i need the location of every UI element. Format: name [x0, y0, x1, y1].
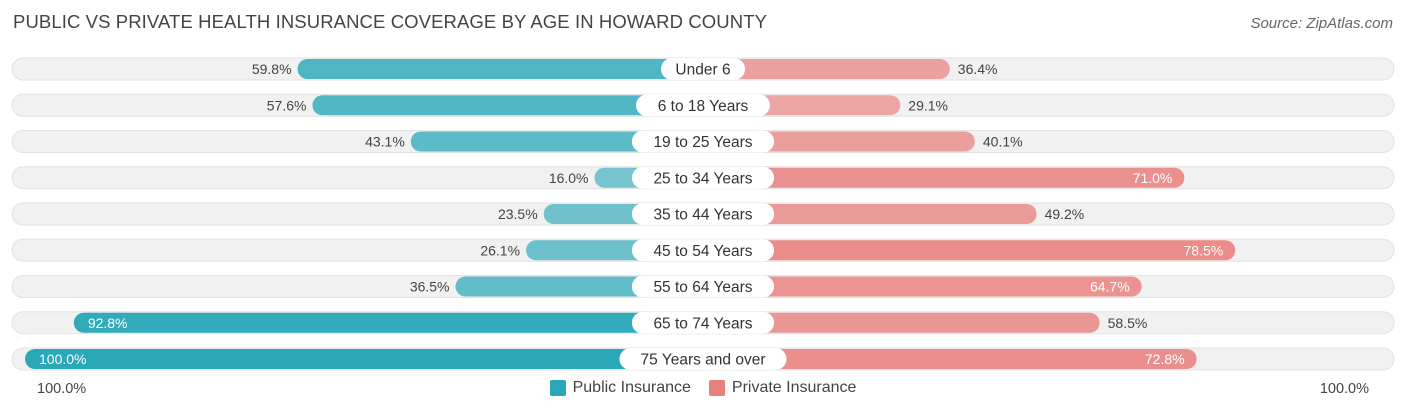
category-pill — [631, 239, 775, 262]
public-bar — [25, 349, 703, 369]
private-bar — [703, 276, 1142, 297]
public-bar — [73, 312, 704, 333]
private-value-label: 29.1% — [908, 97, 948, 113]
private-bar — [703, 167, 1185, 188]
public-value-label: 26.1% — [480, 242, 520, 258]
legend-swatch-public — [549, 380, 566, 396]
category-label: 19 to 25 Years — [653, 134, 752, 151]
legend-label-private: Private Insurance — [731, 379, 857, 396]
chart-area: 59.8% 36.4% Under 6 57.6% 29.1% 6 to 18 Years… — [11, 57, 1395, 371]
private-value-label: 71.0% — [1133, 170, 1173, 186]
source-label: Source: ZipAtlas.com — [1250, 15, 1393, 32]
public-value-label: 92.8% — [88, 315, 128, 331]
category-pill — [631, 311, 775, 334]
legend-label-public: Public Insurance — [572, 379, 691, 396]
chart-title: PUBLIC VS PRIVATE HEALTH INSURANCE COVER… — [13, 11, 768, 32]
public-value-label: 16.0% — [549, 170, 589, 186]
category-pill — [631, 166, 775, 189]
category-pill — [660, 58, 746, 80]
legend-item-public: Public Insurance — [549, 379, 691, 397]
public-value-label: 59.8% — [252, 61, 292, 77]
public-bar — [312, 95, 703, 116]
category-pill — [631, 130, 775, 153]
category-label: 45 to 54 Years — [653, 243, 752, 260]
public-bar — [297, 59, 703, 79]
private-value-label: 78.5% — [1184, 242, 1224, 258]
private-bar — [703, 204, 1037, 224]
category-label: 35 to 44 Years — [653, 207, 752, 224]
category-label: 75 Years and over — [641, 352, 766, 369]
public-value-label: 23.5% — [498, 206, 538, 222]
category-label: Under 6 — [675, 62, 730, 79]
private-value-label: 58.5% — [1108, 315, 1148, 331]
category-label: 55 to 64 Years — [653, 279, 752, 296]
legend: Public Insurance Private Insurance — [0, 379, 1406, 397]
category-pill — [636, 94, 770, 117]
private-bar — [703, 59, 950, 79]
category-pill — [619, 348, 787, 370]
legend-swatch-private — [708, 380, 725, 396]
public-value-label: 57.6% — [267, 97, 307, 113]
public-value-label: 100.0% — [39, 351, 86, 367]
private-value-label: 72.8% — [1145, 351, 1185, 367]
private-bar — [703, 240, 1236, 261]
legend-item-private: Private Insurance — [708, 379, 857, 397]
public-value-label: 43.1% — [365, 134, 405, 150]
category-label: 6 to 18 Years — [658, 98, 749, 115]
category-label: 25 to 34 Years — [653, 170, 752, 187]
private-value-label: 49.2% — [1045, 206, 1085, 222]
category-pill — [631, 203, 775, 225]
private-value-label: 36.4% — [958, 61, 998, 77]
category-label: 65 to 74 Years — [653, 315, 752, 332]
private-bar — [703, 349, 1197, 369]
category-pill — [631, 275, 775, 298]
private-bar — [703, 312, 1100, 333]
public-bar — [410, 131, 703, 152]
public-value-label: 36.5% — [410, 279, 450, 295]
private-value-label: 64.7% — [1090, 279, 1130, 295]
axis-left-label: 100.0% — [37, 381, 87, 397]
private-value-label: 40.1% — [983, 134, 1023, 150]
axis-right-label: 100.0% — [1319, 381, 1369, 397]
